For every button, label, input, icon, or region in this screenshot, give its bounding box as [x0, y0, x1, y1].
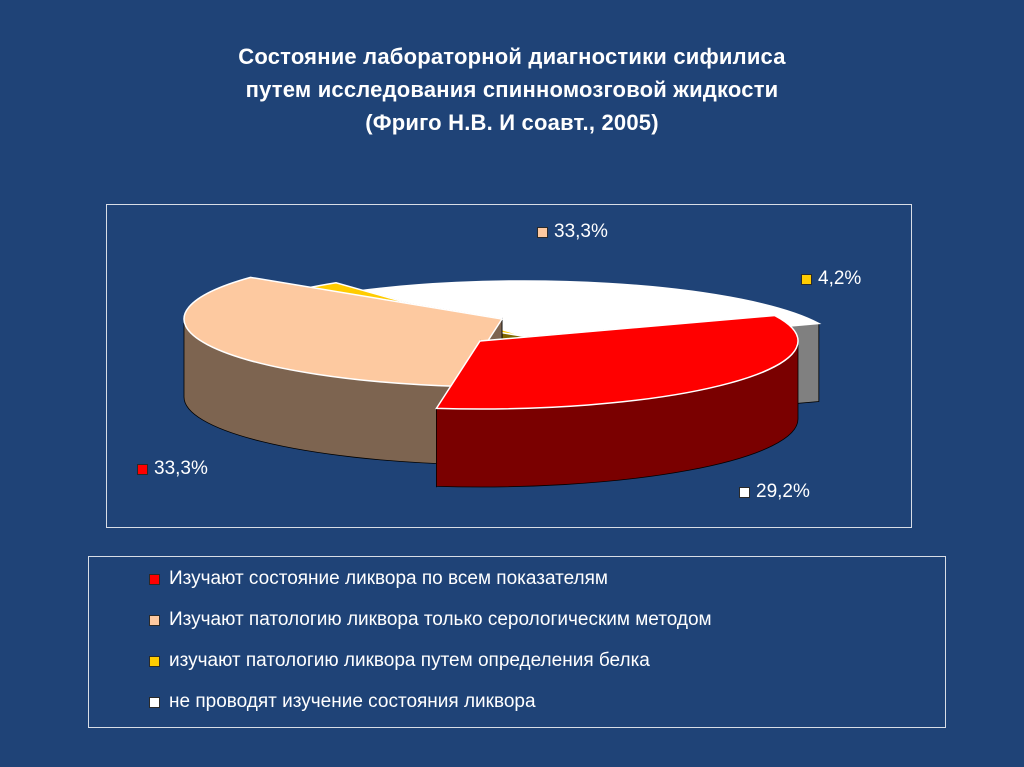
data-label-swatch	[537, 226, 548, 238]
data-label-text: 33,3%	[154, 458, 208, 479]
data-label-text: 29,2%	[756, 481, 810, 502]
title-line-3: (Фриго Н.В. И соавт., 2005)	[365, 110, 659, 135]
data-label-1: 33,3%	[537, 221, 608, 243]
legend-item-2: изучают патологию ликвора путем определе…	[149, 650, 650, 672]
title-line-2: путем исследования спинномозговой жидкос…	[245, 77, 779, 102]
data-label-text: 33,3%	[554, 221, 608, 242]
legend-label: Изучают состояние ликвора по всем показа…	[169, 568, 608, 589]
data-label-swatch	[137, 463, 148, 475]
legend-swatch	[149, 696, 160, 708]
legend-swatch	[149, 614, 160, 626]
plot-area: 33,3% 33,3% 4,2% 29,2%	[106, 204, 912, 528]
data-label-2: 4,2%	[801, 268, 861, 290]
chart-title: Состояние лабораторной диагностики сифил…	[0, 40, 1024, 139]
legend-swatch	[149, 655, 160, 667]
data-label-swatch	[739, 486, 750, 498]
legend-item-0: Изучают состояние ликвора по всем показа…	[149, 568, 608, 590]
pie-chart	[183, 276, 822, 488]
legend-label: изучают патологию ликвора путем определе…	[169, 650, 650, 671]
data-label-3: 29,2%	[739, 481, 810, 503]
data-label-swatch	[801, 273, 812, 285]
title-line-1: Состояние лабораторной диагностики сифил…	[238, 44, 786, 69]
data-label-text: 4,2%	[818, 268, 862, 289]
legend-item-3: не проводят изучение состояния ликвора	[149, 691, 536, 713]
pie-slice-0	[435, 314, 799, 488]
legend-label: не проводят изучение состояния ликвора	[169, 691, 536, 712]
pie-slice-top	[183, 276, 504, 388]
legend-item-1: Изучают патологию ликвора только серолог…	[149, 609, 712, 631]
data-label-0: 33,3%	[137, 458, 208, 480]
legend-label: Изучают патологию ликвора только серолог…	[169, 609, 712, 630]
legend-swatch	[149, 573, 160, 585]
legend: Изучают состояние ликвора по всем показа…	[88, 556, 946, 728]
pie-slice-top	[435, 314, 799, 410]
